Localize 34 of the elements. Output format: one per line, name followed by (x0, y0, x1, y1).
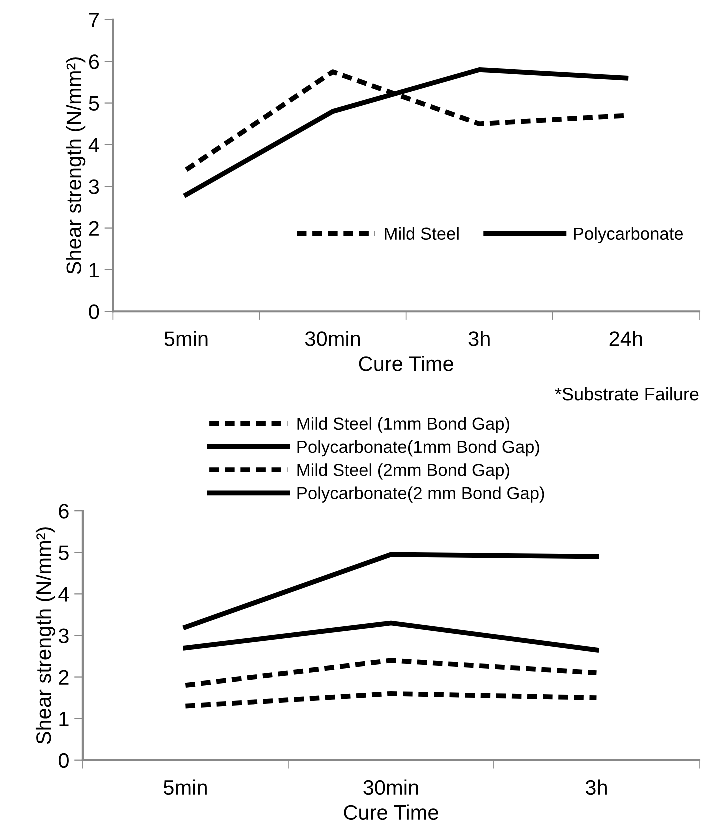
y-tick-label: 6 (59, 504, 69, 519)
y-tick-label: 7 (89, 13, 99, 28)
legend-label: Mild Steel (2mm Bond Gap) (298, 464, 510, 480)
y-axis-title: Shear strength (N/mm²) (36, 528, 56, 744)
y-tick-label: 0 (89, 304, 100, 320)
legend-label: Polycarbonate(1mm Bond Gap) (298, 440, 540, 457)
y-tick-label: 0 (58, 753, 69, 768)
line-series (184, 68, 629, 198)
legend-label: Polycarbonate(2 mm Bond Gap) (298, 486, 544, 503)
y-tick-label: 4 (88, 138, 100, 152)
x-tick-label: 30min (305, 331, 360, 346)
y-axis-title: Shear strength (N/mm²) (66, 58, 86, 274)
x-tick-label: 3h (468, 331, 490, 346)
legend-label: Mild Steel (385, 227, 459, 240)
y-tick-label: 1 (90, 263, 99, 278)
y-tick-label: 3 (58, 628, 69, 644)
y-tick-label: 1 (60, 712, 69, 726)
y-tick-label: 2 (59, 670, 69, 685)
x-tick-label: 30min (364, 780, 418, 796)
x-tick-label: 5min (164, 331, 208, 346)
text: *Substrate Failure (555, 387, 699, 401)
y-tick-label: 4 (58, 587, 70, 602)
legend-label: Mild Steel (1mm Bond Gap) (298, 417, 510, 434)
y-tick-label: 2 (89, 221, 99, 236)
y-tick-label: 5 (59, 546, 69, 560)
x-axis-title: Cure Time (344, 804, 438, 820)
y-tick-label: 6 (89, 54, 100, 70)
x-tick-label: 24h (610, 331, 642, 346)
legend-label: Polycarbonate (574, 227, 684, 244)
y-tick-label: 5 (89, 96, 100, 112)
x-tick-label: 3h (586, 780, 607, 796)
y-tick-label: 3 (89, 180, 100, 194)
x-tick-label: 5min (164, 780, 207, 796)
x-axis-title: Cure Time (359, 356, 454, 372)
